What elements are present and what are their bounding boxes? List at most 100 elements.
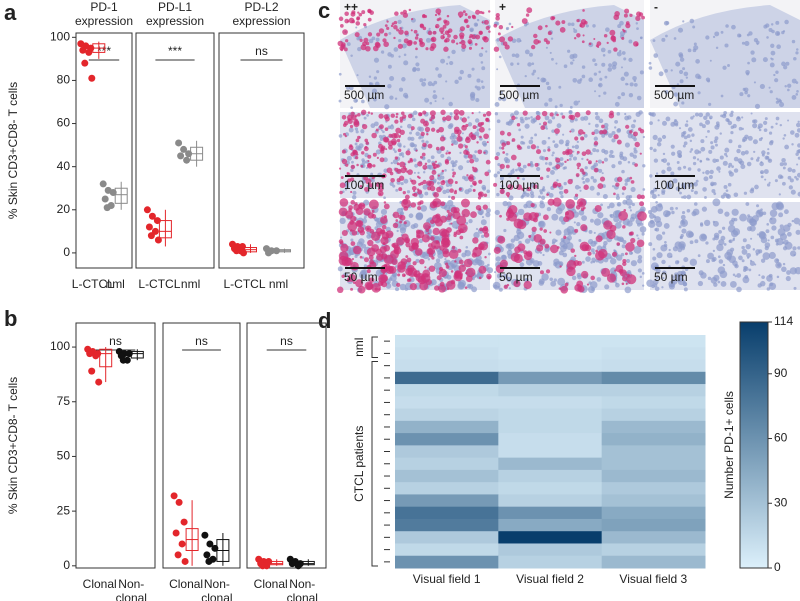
stained-cell [613,47,617,51]
stained-cell [383,272,385,274]
nucleus [510,62,513,65]
heatmap-cell [498,470,602,483]
nucleus [688,167,692,171]
nucleus [536,167,540,171]
heatmap-cell [395,519,499,532]
stained-cell [478,180,482,184]
stained-cell [576,173,580,177]
stained-cell [394,168,398,172]
nucleus [590,186,595,191]
nucleus [666,117,671,122]
nucleus [710,182,714,186]
stained-cell [522,18,528,24]
data-point [295,562,302,569]
plot-title: PD-1 [90,0,118,14]
stained-cell [422,14,426,18]
nucleus [699,123,703,127]
x-tick-label: Clonal [254,577,288,591]
nucleus [718,255,721,258]
nucleus [706,158,709,161]
nucleus [679,225,682,228]
stained-cell [362,124,367,129]
nucleus [795,93,798,96]
nucleus [691,133,694,136]
nucleus [766,223,769,226]
nucleus [622,200,627,205]
nucleus [771,23,773,25]
stained-cell [379,254,382,257]
stained-cell [451,270,454,273]
stained-cell [475,35,480,40]
stained-cell [385,116,390,121]
nucleus [497,171,500,174]
stained-cell [400,130,405,135]
data-point [146,224,153,231]
nucleus [648,242,652,246]
nucleus [653,248,656,251]
stained-cell [459,110,465,116]
nucleus [661,286,663,288]
stained-cell [380,148,383,151]
stained-cell [527,163,530,166]
y-axis-label: % Skin CD3+CD8- T cells [6,82,20,219]
stained-cell [436,164,439,167]
data-point [81,60,88,67]
stained-cell [376,128,379,131]
data-point [265,249,272,256]
stained-cell [582,40,585,43]
nucleus [665,35,668,38]
nucleus [714,125,719,130]
nucleus [734,168,738,172]
nucleus [784,85,786,87]
nucleus [370,123,375,128]
nucleus [481,80,484,83]
nucleus [470,29,473,32]
stained-cell [424,266,426,268]
nucleus [700,147,705,152]
stained-cell [472,237,478,243]
nucleus [481,86,484,89]
stained-cell [416,34,419,37]
y-tick-label: 100 [50,29,70,43]
nucleus [715,144,718,147]
stained-cell [392,242,398,248]
nucleus [355,127,358,130]
nucleus [746,244,751,249]
nucleus [631,260,637,266]
nucleus [697,168,700,171]
nucleus [611,164,615,168]
stained-cell [583,185,588,190]
nucleus [560,241,566,247]
stained-cell [507,284,509,286]
nucleus [603,54,606,57]
nucleus [448,102,453,107]
nucleus [390,125,395,130]
nucleus [796,163,798,165]
nucleus [601,63,605,67]
stained-cell [364,257,369,262]
nucleus [770,58,772,60]
nucleus [681,228,686,233]
heatmap-cell [602,519,706,532]
stained-cell [339,191,343,195]
nucleus [486,190,490,194]
nucleus [757,233,759,235]
stained-cell [463,10,466,13]
nucleus [747,257,749,259]
nucleus [747,162,752,167]
data-point [148,232,155,239]
nucleus [467,116,469,118]
nucleus [784,209,789,214]
nucleus [523,165,527,169]
nucleus [777,276,780,279]
nucleus [438,74,442,78]
nucleus [401,208,404,211]
stained-cell [445,38,450,43]
stained-cell [494,247,501,254]
nucleus [558,86,561,89]
stained-cell [460,26,465,31]
nucleus [601,134,605,138]
heatmap-cell [602,494,706,507]
nucleus [708,277,712,281]
nucleus [398,56,400,58]
